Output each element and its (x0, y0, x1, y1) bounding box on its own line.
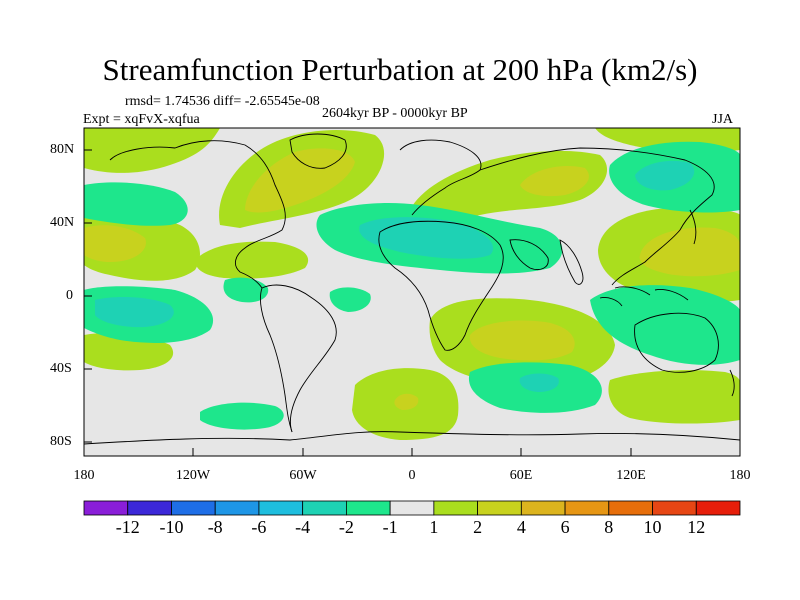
contour-negative-indian-ocean (590, 285, 740, 365)
period-label: 2604kyr BP - 0000kyr BP (322, 106, 468, 121)
coast-arabia (509, 239, 549, 270)
colorbar-label: 4 (516, 517, 526, 537)
contour-negative-north-pacific (84, 182, 188, 226)
contour-positive-north-america-core (245, 148, 355, 213)
colorbar-swatch-11 (564, 500, 610, 516)
lon-label-180-west: 180 (73, 468, 95, 483)
season-label: JJA (712, 112, 734, 127)
colorbar-label: -6 (251, 517, 267, 537)
colorbar-swatch-4 (258, 500, 304, 516)
contour-negative-south-pacific (200, 402, 284, 430)
contour-negative-south-ocean-core (519, 373, 559, 392)
coast-south-america (261, 284, 337, 433)
coastlines (84, 133, 740, 445)
colorbar (83, 500, 741, 516)
axis-ticks (83, 149, 741, 456)
experiment-label: Expt = xqFvX-xqfua (83, 112, 200, 127)
contour-negative-pacific-core (95, 297, 174, 328)
colorbar-swatch-10 (520, 500, 566, 516)
colorbar-label: 12 (687, 517, 706, 537)
colorbar-swatch-0 (83, 500, 129, 516)
lat-label-40s: 40S (50, 361, 72, 376)
colorbar-swatch-8 (433, 500, 479, 516)
coast-antarctica (84, 431, 740, 445)
lon-label-60w: 60W (289, 468, 317, 483)
colorbar-label: 10 (643, 517, 662, 537)
contour-positive-eurasia-core (520, 165, 589, 197)
lat-label-80s: 80S (50, 434, 72, 449)
coast-maritime-continent (599, 286, 689, 307)
colorbar-swatch-12 (608, 500, 653, 516)
colorbar-swatch-9 (477, 500, 522, 516)
coast-africa (378, 220, 504, 351)
contour-field (84, 128, 740, 456)
coast-greenland (289, 133, 347, 169)
coast-asia (479, 147, 715, 286)
contour-negative-siberia-core (635, 160, 695, 191)
lat-label-40n: 40N (50, 215, 75, 230)
coast-australia (634, 312, 719, 373)
colorbar-label: 1 (429, 517, 439, 537)
colorbar-label: 6 (560, 517, 570, 537)
colorbar-label: 8 (604, 517, 614, 537)
contour-positive-south-atlantic-core (394, 393, 419, 410)
colorbar-swatch-5 (302, 500, 347, 516)
coast-north-america (109, 140, 286, 289)
colorbar-swatch-3 (214, 500, 260, 516)
colorbar-swatch-14 (695, 500, 741, 516)
contour-negative-atlantic-core (359, 217, 494, 259)
contour-positive-indian-ocean-core (469, 320, 575, 361)
contour-positive-southern-ocean (608, 370, 740, 424)
contour-positive-pacific-core (84, 225, 146, 262)
colorbar-label: -10 (159, 517, 184, 537)
coast-japan (689, 209, 697, 245)
colorbar-label: -4 (295, 517, 311, 537)
stats-label: rmsd= 1.74536 diff= -2.65545e-08 (125, 94, 320, 109)
coast-new-zealand (729, 369, 735, 397)
contour-positive-asia-pacific-core (639, 227, 740, 277)
colorbar-label: -12 (115, 517, 140, 537)
colorbar-swatch-7 (389, 500, 435, 516)
lon-label-180-east: 180 (729, 468, 751, 483)
contour-positive-north-pacific (84, 128, 220, 173)
map-title: Streamfunction Perturbation at 200 hPa (… (102, 52, 698, 87)
colorbar-label: -2 (338, 517, 354, 537)
lat-label-0: 0 (66, 288, 73, 303)
contour-positive-caribbean (195, 241, 309, 279)
contour-negative-south-america (329, 287, 371, 312)
colorbar-label: -1 (382, 517, 398, 537)
colorbar-swatch-2 (171, 500, 216, 516)
colorbar-swatch-13 (652, 500, 697, 516)
coast-india (559, 239, 584, 285)
colorbar-label: 2 (473, 517, 483, 537)
lat-label-80n: 80N (50, 142, 75, 157)
colorbar-label: -8 (207, 517, 223, 537)
colorbar-swatch-1 (127, 500, 172, 516)
colorbar-swatch-6 (345, 500, 391, 516)
contour-negative-south-america-east (223, 277, 269, 303)
lon-label-60e: 60E (509, 468, 533, 483)
coast-south-america-west (259, 287, 293, 433)
lon-label-120w: 120W (175, 468, 211, 483)
lon-label-120e: 120E (616, 468, 646, 483)
lon-label-0: 0 (408, 468, 416, 483)
